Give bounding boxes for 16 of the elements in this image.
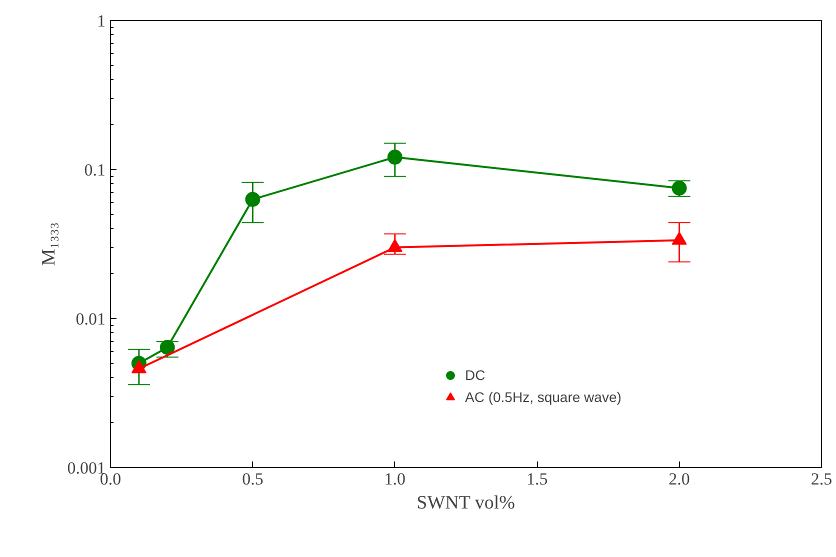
y-axis-title: M₁₃₃₃ [38, 222, 60, 266]
y-tick-label: 0.1 [84, 160, 106, 180]
x-tick-label: 2.0 [668, 470, 690, 488]
point [672, 180, 687, 196]
point [160, 340, 175, 355]
x-tick-label: 1.0 [384, 470, 406, 488]
point [387, 150, 402, 165]
y-tick-label: 1 [97, 12, 106, 30]
point [245, 192, 260, 207]
x-tick-label: 0.5 [242, 470, 264, 488]
legend-label: AC (0.5Hz, square wave) [465, 389, 622, 405]
x-axis-title: SWNT vol% [416, 492, 516, 514]
x-tick-label: 1.5 [526, 470, 548, 488]
legend-label: DC [465, 367, 486, 383]
y-tick-label: 0.01 [76, 310, 106, 328]
x-tick-label: 2.5 [810, 470, 832, 488]
